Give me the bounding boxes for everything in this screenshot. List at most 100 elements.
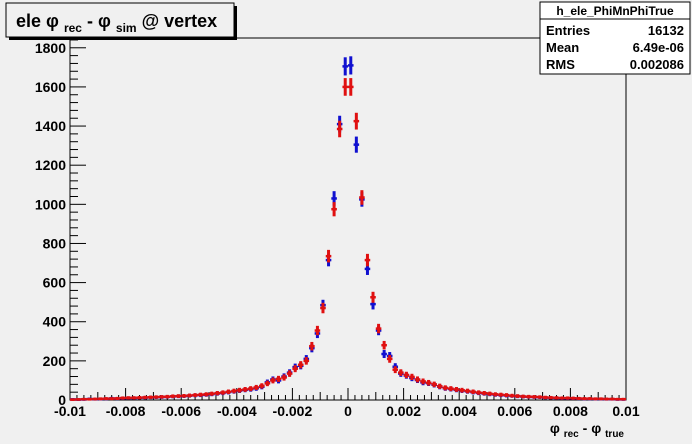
data-point — [97, 397, 104, 401]
data-point — [286, 370, 293, 377]
data-point — [575, 396, 582, 400]
data-point — [581, 397, 588, 401]
data-point — [603, 397, 610, 401]
data-point — [353, 136, 360, 153]
data-point — [92, 397, 98, 401]
data-point — [481, 390, 487, 396]
data-point — [348, 78, 354, 96]
data-point — [381, 350, 387, 359]
title-phi-1: φ — [46, 11, 59, 31]
data-point — [459, 387, 465, 393]
data-point — [231, 388, 237, 394]
data-point — [353, 112, 360, 130]
data-point — [614, 397, 621, 401]
title-phi-2: φ — [98, 11, 111, 31]
xlabel-phi-2: φ — [591, 420, 601, 436]
data-point — [342, 78, 348, 96]
data-point — [142, 395, 148, 400]
data-point — [598, 397, 604, 401]
data-point — [153, 395, 159, 399]
data-point — [537, 395, 543, 399]
x-tick-label: 0.01 — [612, 403, 639, 419]
data-point — [125, 396, 132, 400]
data-point — [520, 394, 526, 399]
stats-entries-value: 16132 — [648, 23, 684, 38]
data-point — [108, 397, 115, 401]
data-point — [442, 385, 449, 391]
data-point — [197, 392, 204, 397]
data-point — [375, 323, 382, 334]
data-point — [359, 190, 365, 205]
y-tick-label: 600 — [43, 275, 67, 291]
data-point — [559, 396, 565, 400]
data-point — [381, 340, 387, 350]
x-tick-label: 0.008 — [553, 403, 588, 419]
data-point — [86, 397, 93, 401]
data-point — [103, 397, 109, 401]
x-tick-label: -0.002 — [273, 403, 313, 419]
xlabel-mid: - — [583, 420, 592, 436]
data-point — [331, 202, 337, 217]
data-point — [525, 394, 532, 399]
data-point — [414, 376, 421, 383]
data-point — [158, 395, 165, 399]
data-point — [114, 396, 121, 400]
data-point — [242, 386, 248, 392]
data-point — [225, 389, 232, 395]
data-point — [587, 397, 593, 401]
data-point — [270, 377, 276, 384]
data-point — [386, 355, 393, 363]
y-tick-label: 1800 — [35, 40, 66, 56]
title-text-1: ele — [16, 11, 46, 31]
data-point — [209, 391, 215, 396]
x-tick-label: -0.006 — [161, 403, 201, 419]
stats-rms-label: RMS — [546, 57, 575, 72]
data-point — [247, 386, 254, 392]
data-point — [431, 381, 437, 388]
stats-mean-label: Mean — [546, 40, 579, 55]
data-point — [470, 389, 476, 395]
plot-frame — [69, 37, 627, 401]
data-point — [509, 393, 515, 398]
series-1 — [70, 78, 626, 401]
data-point — [75, 398, 82, 401]
data-point — [409, 373, 415, 381]
data-point — [181, 393, 187, 398]
xlabel-phi-1: φ — [550, 420, 560, 436]
data-point — [70, 398, 76, 401]
x-tick-label: 0.006 — [497, 403, 532, 419]
data-point — [464, 388, 471, 394]
data-point — [253, 384, 260, 391]
stats-mean-value: 6.49e-06 — [633, 40, 684, 55]
data-point — [303, 357, 310, 365]
stats-name: h_ele_PhiMnPhiTrue — [556, 4, 674, 18]
data-point — [259, 383, 265, 389]
series-layer — [70, 56, 626, 401]
data-point — [475, 390, 482, 395]
data-point — [320, 302, 326, 314]
x-tick-label: -0.008 — [106, 403, 146, 419]
data-point — [236, 387, 243, 393]
data-point — [531, 395, 538, 399]
data-point — [553, 396, 560, 400]
data-point — [420, 378, 426, 385]
y-tick-label: 800 — [43, 235, 67, 251]
data-point — [620, 397, 626, 401]
data-point — [164, 394, 171, 399]
data-point — [392, 366, 399, 374]
data-point — [214, 390, 221, 396]
data-point — [147, 395, 154, 399]
x-tick-label: -0.004 — [217, 403, 257, 419]
data-point — [314, 325, 321, 336]
y-tick-label: 0 — [58, 392, 66, 408]
y-tick-label: 1400 — [35, 118, 66, 134]
data-point — [186, 393, 193, 398]
data-point — [453, 386, 460, 392]
data-point — [297, 361, 304, 369]
y-tick-label: 400 — [43, 314, 67, 330]
title-box: ele φ rec - φ sim @ vertex — [5, 2, 237, 40]
stats-rms-value: 0.002086 — [630, 57, 684, 72]
x-tick-label: 0.002 — [386, 403, 421, 419]
data-point — [192, 393, 198, 398]
